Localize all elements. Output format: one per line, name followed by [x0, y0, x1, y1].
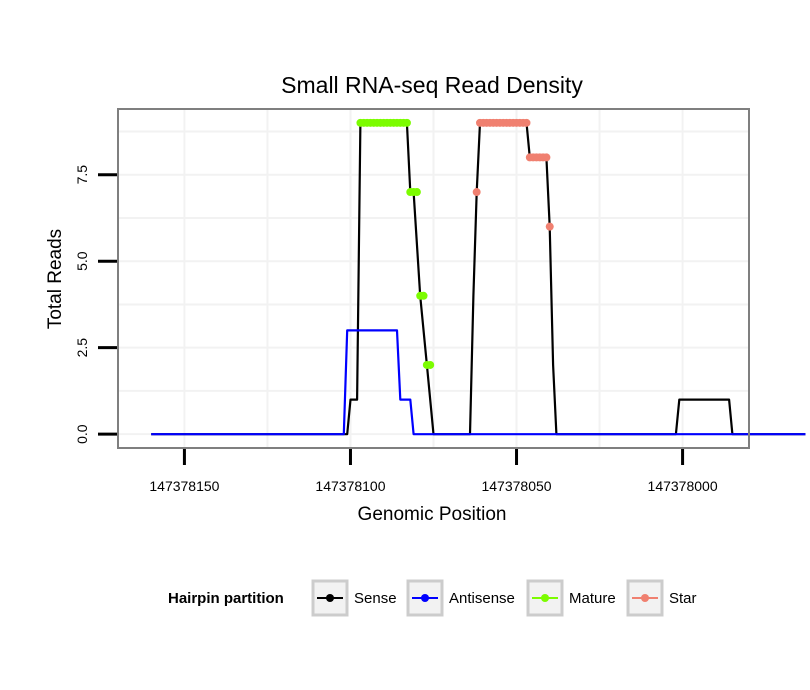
data-point-mature [419, 291, 428, 300]
y-axis-title: Total Reads [45, 229, 66, 329]
legend-label: Mature [569, 590, 616, 607]
x-tick-label: 147378150 [149, 478, 219, 494]
legend-key-point [326, 594, 334, 602]
legend-label: Star [669, 590, 697, 607]
x-tick-label: 147378050 [481, 478, 551, 494]
legend-entry-star: Star [626, 579, 697, 617]
x-axis-title: Genomic Position [358, 504, 507, 525]
chart-title: Small RNA-seq Read Density [281, 72, 583, 98]
legend-label: Antisense [449, 590, 515, 607]
grid [118, 109, 749, 448]
data-point-star [522, 118, 531, 127]
legend-entry-sense: Sense [311, 579, 397, 617]
y-tick-label: 5.0 [74, 251, 90, 271]
x-axis: 147378150 147378100 147378050 147378000 [149, 449, 718, 494]
data-point-star [545, 222, 554, 231]
y-axis: 0.0 2.5 5.0 7.5 [74, 165, 117, 444]
legend: Hairpin partition Sense Antisense Mature St… [168, 579, 697, 617]
series-line-antisense [151, 329, 806, 436]
plot-panel-border [117, 108, 750, 449]
legend-title: Hairpin partition [168, 590, 284, 607]
x-tick-label: 147378100 [315, 478, 385, 494]
data-point-mature [426, 360, 435, 369]
x-tick-label: 147378000 [648, 478, 718, 494]
legend-entry-antisense: Antisense [406, 579, 515, 617]
series-line-sense [151, 121, 806, 436]
y-tick-label: 0.0 [74, 424, 90, 444]
data-point-mature [402, 118, 411, 127]
y-tick-label: 7.5 [74, 165, 90, 185]
data-point-mature [412, 188, 421, 197]
y-tick-label: 2.5 [74, 338, 90, 358]
plot-series [151, 118, 806, 436]
legend-key-point [541, 594, 549, 602]
legend-key-point [641, 594, 649, 602]
data-point-star [542, 153, 551, 162]
legend-key-point [421, 594, 429, 602]
legend-label: Sense [354, 590, 397, 607]
data-point-star [472, 188, 481, 197]
legend-entry-mature: Mature [526, 579, 616, 617]
